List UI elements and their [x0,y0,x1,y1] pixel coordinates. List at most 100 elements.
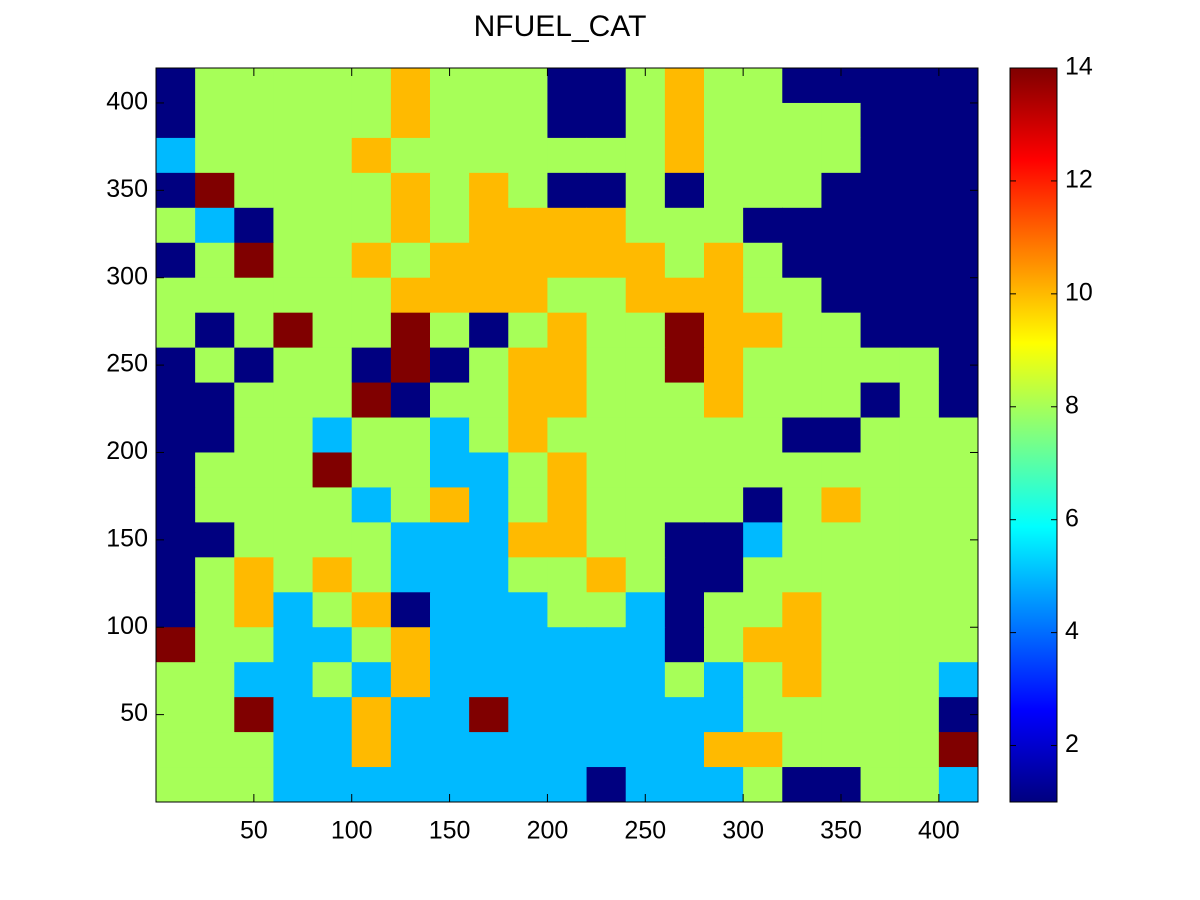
heatmap-cell [312,242,353,279]
heatmap-cell [938,662,979,698]
heatmap-cell [273,557,314,593]
heatmap-cell [195,487,235,523]
heatmap-cell [469,662,509,698]
heatmap-cell [743,347,783,384]
heatmap-cell [469,452,509,488]
heatmap-cell [351,172,392,209]
heatmap-cell [312,382,353,419]
heatmap-cell [821,242,862,279]
heatmap-cell [547,487,588,523]
heatmap-cell [508,137,548,174]
heatmap-cell [938,557,979,593]
heatmap-cell [625,662,666,698]
heatmap-cell [782,242,822,279]
heatmap-cell [234,522,274,558]
heatmap-cell [547,347,588,384]
heatmap-cell [664,732,705,768]
heatmap-cell [508,522,548,558]
heatmap-cell [469,382,509,419]
heatmap-cell [312,452,353,488]
heatmap-cell [586,242,627,279]
heatmap-cell [390,627,431,663]
heatmap-cell [782,382,822,419]
heatmap-cell [390,557,431,593]
heatmap-cell [234,277,274,314]
heatmap-cell [430,592,470,628]
x-tick-label: 350 [820,817,862,845]
heatmap-cell [195,207,235,244]
heatmap-cell [234,452,274,488]
heatmap-cell [390,172,431,209]
heatmap-cell [469,347,509,384]
heatmap-cell [938,102,979,139]
heatmap-cell [273,522,314,558]
heatmap-cell [899,627,940,663]
heatmap-cell [312,592,353,628]
heatmap-cell [743,68,783,104]
heatmap-cell [508,697,548,733]
colorbar-tick-label: 2 [1065,730,1079,758]
heatmap-cell [508,662,548,698]
heatmap-cell [156,382,196,419]
heatmap-cell [508,68,548,104]
heatmap-cell [860,697,901,733]
heatmap-cell [899,207,940,244]
heatmap-cell [469,627,509,663]
heatmap-cell [547,207,588,244]
heatmap-cell [273,172,314,209]
heatmap-cell [351,242,392,279]
heatmap-cell [782,522,822,558]
heatmap-cell [938,592,979,628]
heatmap-cell [195,312,235,349]
heatmap-cell [625,312,666,349]
heatmap-cell [430,382,470,419]
heatmap-cell [430,137,470,174]
heatmap-cell [664,137,705,174]
heatmap-cell [273,452,314,488]
heatmap-cell [782,452,822,488]
heatmap-cell [821,417,862,453]
heatmap-cell [430,312,470,349]
heatmap-cell [782,662,822,698]
heatmap-cell [156,102,196,139]
heatmap-cell [430,102,470,139]
heatmap-cell [586,522,627,558]
heatmap-cell [156,487,196,523]
heatmap-cell [586,557,627,593]
heatmap-cell [469,68,509,104]
heatmap-cell [586,347,627,384]
colorbar-tick-label: 6 [1065,504,1079,532]
heatmap-cell [743,627,783,663]
heatmap-cell [547,697,588,733]
heatmap-cell [586,417,627,453]
heatmap-cell [312,627,353,663]
heatmap-cell [938,277,979,314]
heatmap-cell [469,487,509,523]
heatmap-cell [860,68,901,104]
heatmap-cell [586,68,627,104]
heatmap-cell [625,697,666,733]
heatmap-cell [782,557,822,593]
heatmap-cell [743,382,783,419]
heatmap-cell [390,522,431,558]
heatmap-cell [821,137,862,174]
heatmap-cell [195,662,235,698]
heatmap-cell [664,767,705,803]
heatmap-cell [586,732,627,768]
heatmap-cell [586,382,627,419]
heatmap-cell [273,767,314,803]
heatmap-cell [312,697,353,733]
heatmap-cell [743,277,783,314]
heatmap-cell [547,102,588,139]
heatmap-cell [664,697,705,733]
heatmap-cell [547,767,588,803]
heatmap-cell [664,68,705,104]
heatmap-cell [156,242,196,279]
heatmap-cell [351,697,392,733]
heatmap-cell [938,487,979,523]
heatmap-cell [234,137,274,174]
heatmap-cell [899,382,940,419]
heatmap-cell [586,207,627,244]
heatmap-cell [547,277,588,314]
heatmap-cell [312,767,353,803]
